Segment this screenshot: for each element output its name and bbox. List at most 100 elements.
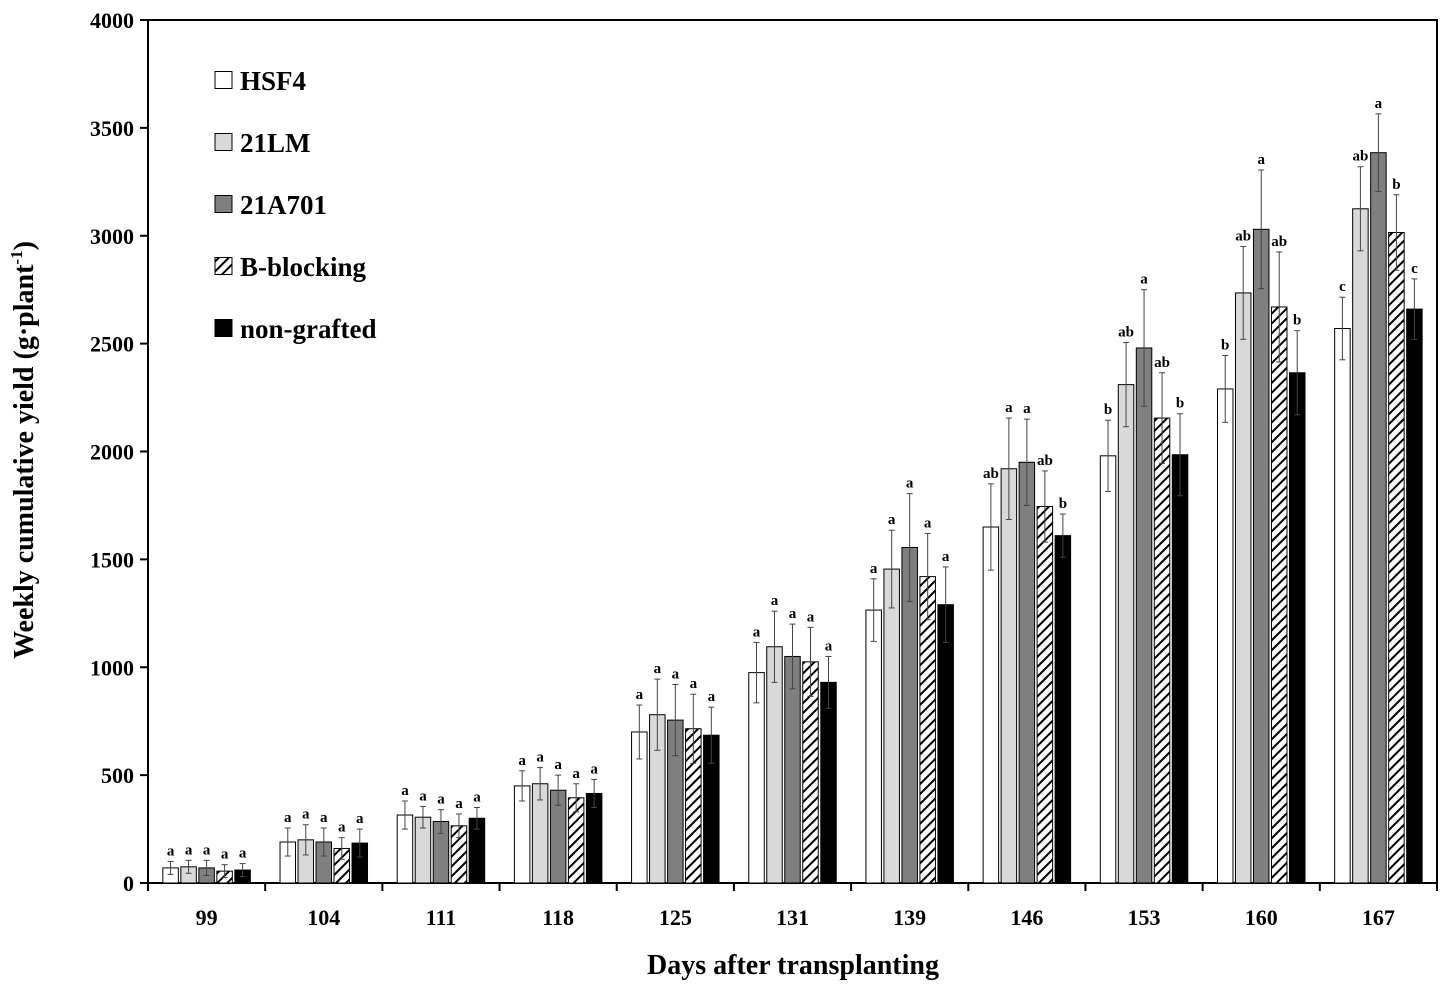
bar [1036,506,1054,884]
x-tick-label: 167 [1362,905,1395,930]
significance-label: a [654,661,662,677]
x-tick-label: 125 [659,905,692,930]
y-tick-label: 1500 [90,547,134,572]
significance-label: a [536,750,544,766]
legend-swatch [214,257,233,275]
y-axis-title-close: ) [9,241,40,250]
significance-label: a [942,549,950,565]
significance-label: a [185,842,193,858]
y-axis-title-sup: -1 [7,250,26,264]
significance-label: a [906,476,914,492]
bar [784,655,801,884]
bar [1406,308,1423,884]
significance-label: a [473,789,481,805]
legend: HSF4 21LM 21A701 B-blocking non-grafted [214,66,377,344]
significance-label: a [924,515,932,531]
significance-label: a [239,846,247,862]
y-tick-label: 500 [101,763,134,788]
bar [1216,388,1234,884]
x-tick-label: 118 [542,905,574,930]
legend-swatch [214,319,233,337]
bar [1234,292,1252,884]
significance-label: a [1005,400,1013,416]
significance-label: b [1392,177,1400,193]
y-tick-label: 2500 [90,332,134,357]
significance-label: a [708,689,716,705]
bar [1018,461,1036,884]
significance-label: a [419,788,427,804]
significance-label: a [401,783,409,799]
y-tick-label: 0 [123,871,134,896]
significance-label: a [825,638,833,654]
significance-label: a [572,766,580,782]
significance-label: c [1339,279,1346,295]
significance-label: ab [1037,453,1053,469]
significance-label: b [1059,496,1067,512]
significance-label: a [320,810,328,826]
x-tick-label: 111 [426,905,457,930]
bar [1334,328,1351,884]
bar [1153,417,1171,884]
bar [1099,455,1117,884]
bar [1370,152,1387,884]
y-axis-title-main: Weekly cumulative yield (g·plant [9,264,40,659]
significance-label: a [203,842,211,858]
significance-label: a [518,753,526,769]
significance-label: a [672,667,680,683]
significance-label: a [302,807,310,823]
significance-label: ab [1118,325,1134,341]
significance-label: a [753,624,761,640]
legend-label: non-grafted [240,314,377,344]
significance-label: a [690,676,698,692]
significance-label: a [167,843,175,859]
legend-label: 21LM [240,128,311,158]
significance-label: a [1140,272,1148,288]
bar [982,526,1000,884]
significance-label: a [338,820,346,836]
y-tick-label: 3500 [90,116,134,141]
bar [865,609,882,884]
legend-swatch [214,133,233,151]
y-tick-label: 1000 [90,655,134,680]
significance-label: b [1104,402,1112,418]
legend-swatch [214,71,233,89]
significance-label: a [284,810,292,826]
significance-label: a [1023,401,1031,417]
bar [883,568,900,884]
significance-label: a [356,811,364,827]
significance-label: a [888,512,896,528]
significance-label: ab [1352,149,1368,165]
significance-label: a [789,606,797,622]
significance-label: b [1221,337,1229,353]
bar [1288,372,1306,884]
bar [1252,228,1270,884]
bars [162,113,1423,884]
x-tick-label: 153 [1128,905,1161,930]
significance-label: a [437,792,445,808]
significance-label: a [1257,152,1265,168]
significance-label: c [1411,261,1418,277]
significance-label: ab [1154,355,1170,371]
significance-label: a [636,687,644,703]
bar [1054,535,1072,884]
significance-label: a [1375,96,1383,112]
bar [748,672,765,884]
bar [919,576,936,884]
legend-swatch [214,195,233,213]
x-axis-title: Days after transplanting [647,950,939,981]
significance-label: a [807,609,815,625]
x-tick-label: 146 [1010,905,1043,930]
x-tick-label: 139 [893,905,926,930]
x-tick-label: 99 [196,905,218,930]
legend-label: 21A701 [240,190,327,220]
bar [1117,384,1135,884]
x-tick-label: 131 [776,905,809,930]
significance-label: ab [1235,229,1251,245]
significance-label: a [870,561,878,577]
bar [820,681,837,884]
bar [1000,468,1018,884]
legend-label: B-blocking [240,252,367,282]
significance-label: a [771,593,779,609]
x-tick-label: 104 [307,905,340,930]
